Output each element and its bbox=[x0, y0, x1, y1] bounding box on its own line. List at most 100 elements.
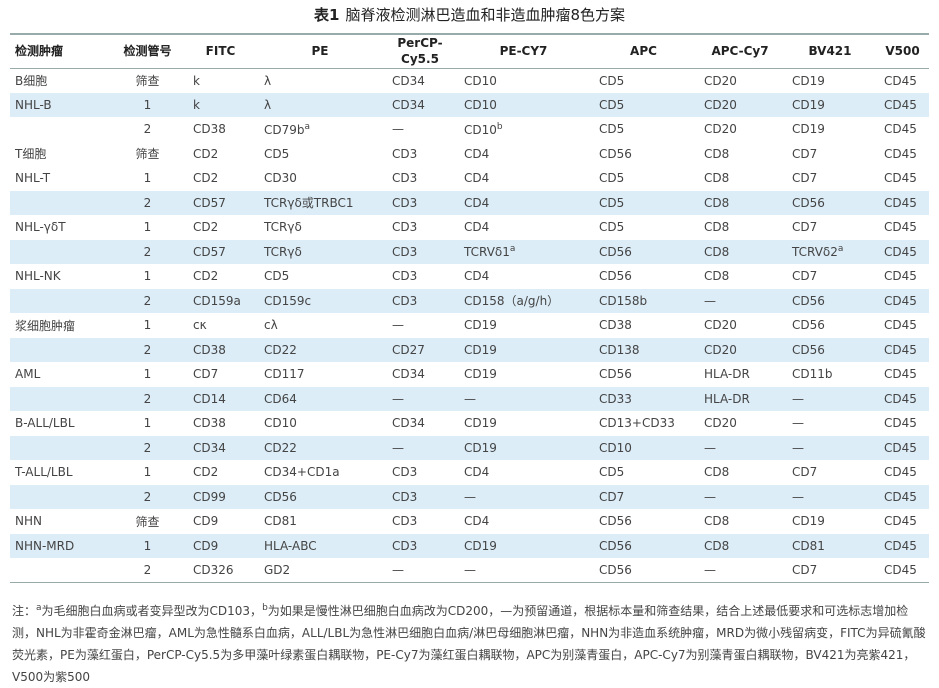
table-cell: CD8 bbox=[704, 465, 730, 480]
table-cell: CD2 bbox=[193, 269, 219, 284]
table-cell: CD45 bbox=[884, 318, 917, 333]
table-cell: AML bbox=[15, 367, 41, 382]
table-cell: CD20 bbox=[704, 342, 737, 357]
table-cell: CD8 bbox=[704, 220, 730, 235]
table-cell: CD45 bbox=[884, 97, 917, 112]
table-cell: CD5 bbox=[599, 97, 625, 112]
table-cell: CD9 bbox=[193, 538, 219, 553]
table-cell: NHL-NK bbox=[15, 269, 61, 284]
table-cell: 2 bbox=[143, 440, 152, 455]
table-cell: CD38 bbox=[193, 342, 226, 357]
table-cell: CD158（a/g/h） bbox=[464, 294, 560, 309]
table-cell: CD3 bbox=[392, 465, 418, 480]
empty-cell bbox=[10, 436, 110, 461]
table-cell: cλ bbox=[264, 318, 278, 333]
table-cell: CD4 bbox=[464, 269, 490, 284]
table-cell: HLA-ABC bbox=[264, 538, 317, 553]
footnote: 注：a为毛细胞白血病或者变异型改为CD103，b为如果是慢性淋巴细胞白血病改为C… bbox=[12, 597, 930, 688]
title-text: 脑脊液检测淋巴造血和非造血肿瘤8色方案 bbox=[345, 6, 625, 24]
cell-text: TCRVδ2 bbox=[792, 245, 838, 260]
table-cell: B细胞 bbox=[15, 74, 48, 88]
table-cell: λ bbox=[264, 97, 272, 112]
empty-cell bbox=[10, 240, 110, 265]
table-cell: CD5 bbox=[264, 269, 290, 284]
table-cell: CD3 bbox=[392, 269, 418, 284]
table-cell: CD19 bbox=[464, 538, 497, 553]
table-cell: 2 bbox=[143, 244, 152, 259]
table-cell: CD79ba bbox=[256, 117, 384, 142]
table-cell: CD45 bbox=[884, 391, 917, 406]
table-row: 浆细胞肿瘤 1 cκ cλ — CD19 CD38 CD20 CD56 CD45 bbox=[10, 313, 929, 338]
table-cell: CD45 bbox=[884, 342, 917, 357]
table-cell: CD3 bbox=[392, 489, 418, 504]
title-label: 表1 bbox=[314, 6, 340, 24]
table-cell: CD45 bbox=[884, 563, 917, 577]
column-header: PerCP-Cy5.5 bbox=[397, 36, 443, 67]
table-cell: CD19 bbox=[792, 514, 825, 529]
table-cell: CD56 bbox=[264, 489, 297, 504]
column-header: APC bbox=[630, 44, 657, 59]
empty-cell bbox=[10, 558, 110, 583]
table-cell: k bbox=[193, 73, 200, 88]
table-cell: CD45 bbox=[884, 465, 917, 480]
table-cell: CD34 bbox=[193, 440, 226, 455]
table-cell: k bbox=[193, 97, 200, 112]
empty-cell bbox=[10, 117, 110, 142]
column-header: 检测管号 bbox=[123, 44, 172, 59]
table-cell: CD11b bbox=[792, 367, 833, 382]
table-cell: NHL-T bbox=[15, 171, 51, 186]
column-header: 检测肿瘤 bbox=[15, 44, 64, 59]
table-cell: — bbox=[704, 563, 716, 577]
table-cell: 2 bbox=[143, 489, 152, 504]
table-cell: CD3 bbox=[392, 171, 418, 186]
table-cell: CD3 bbox=[392, 293, 418, 308]
empty-cell bbox=[10, 387, 110, 412]
table-cell: CD158b bbox=[599, 293, 648, 308]
table-cell: CD2 bbox=[193, 146, 219, 161]
table-cell: CD7 bbox=[599, 489, 625, 504]
table-cell: CD5 bbox=[599, 171, 625, 186]
table-cell: CD8 bbox=[704, 146, 730, 161]
column-header: APC-Cy7 bbox=[711, 44, 769, 59]
table-cell: 2 bbox=[143, 563, 152, 577]
table-cell: CD81 bbox=[792, 538, 825, 553]
table-cell: CD56 bbox=[792, 293, 825, 308]
table-cell: CD5 bbox=[264, 146, 290, 161]
table-cell: CD20 bbox=[704, 73, 737, 88]
table-cell: CD56 bbox=[792, 318, 825, 333]
table-cell: CD8 bbox=[704, 195, 730, 210]
table-cell: 筛查 bbox=[135, 147, 160, 162]
table-row: 2 CD57 TCRγδ CD3 TCRVδ1a CD56 CD8 TCRVδ2a CD45 bbox=[10, 239, 929, 265]
table-cell: CD19 bbox=[792, 73, 825, 88]
table-cell: CD117 bbox=[264, 367, 305, 382]
table-row: T-ALL/LBL 1 CD2 CD34+CD1a CD3 CD4 CD5 CD8 CD7 CD4… bbox=[10, 460, 929, 485]
table-cell: CD64 bbox=[264, 391, 297, 406]
table-cell: CD8 bbox=[704, 269, 730, 284]
table-cell: CD20 bbox=[704, 122, 737, 137]
column-header: V500 bbox=[885, 44, 920, 59]
table-cell: CD38 bbox=[193, 122, 226, 137]
table: 检测肿瘤 检测管号 FITC PE PerCP-Cy5.5 PE-CY7 APC APC-Cy… bbox=[10, 33, 929, 583]
table-cell: CD34 bbox=[392, 367, 425, 382]
empty-cell bbox=[10, 338, 110, 363]
table-cell: CD34+CD1a bbox=[264, 465, 340, 480]
table-cell: NHL-γδT bbox=[15, 220, 66, 235]
table-cell: CD45 bbox=[884, 244, 917, 259]
table-cell: CD38 bbox=[193, 416, 226, 431]
column-header: PE-CY7 bbox=[499, 44, 548, 59]
table-cell: 1 bbox=[143, 465, 152, 480]
table-cell: CD34 bbox=[392, 97, 425, 112]
table-cell: GD2 bbox=[264, 563, 291, 577]
table-cell: CD5 bbox=[599, 465, 625, 480]
table-cell: CD5 bbox=[599, 122, 625, 137]
table-cell: — bbox=[464, 391, 476, 406]
table-cell: — bbox=[392, 391, 404, 406]
table-row: NHN 筛查 CD9 CD81 CD3 CD4 CD56 CD8 CD19 CD45 bbox=[10, 509, 929, 534]
table-head: 检测肿瘤 检测管号 FITC PE PerCP-Cy5.5 PE-CY7 APC APC-Cy… bbox=[10, 34, 929, 68]
table-cell: B-ALL/LBL bbox=[15, 416, 75, 431]
table-cell: TCRγδ bbox=[264, 220, 302, 235]
table-cell: HLA-DR bbox=[704, 367, 750, 382]
cell-superscript: a bbox=[837, 244, 844, 255]
table-row: 2 CD57 TCRγδ或TRBC1 CD3 CD4 CD5 CD8 CD56 CD45 bbox=[10, 190, 929, 215]
table-cell: CD7 bbox=[792, 269, 818, 284]
